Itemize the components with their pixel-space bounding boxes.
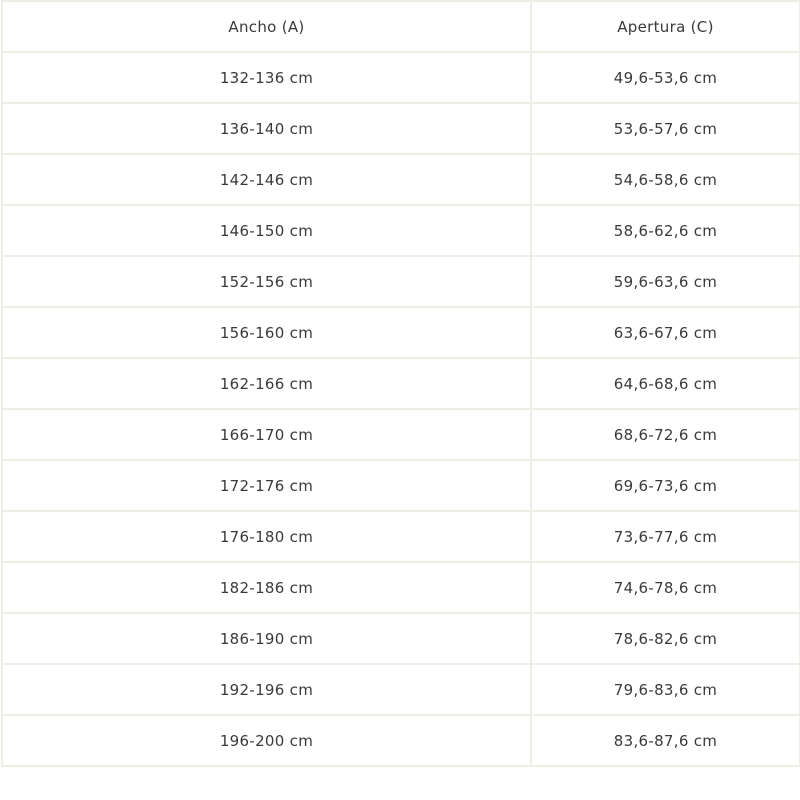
apertura-cell: 54,6-58,6 cm: [530, 153, 800, 206]
ancho-cell: 146-150 cm: [1, 204, 532, 257]
table-row: 152-156 cm 59,6-63,6 cm: [1, 255, 800, 308]
table-header-row: Ancho (A) Apertura (C): [1, 0, 800, 53]
table-row: 192-196 cm 79,6-83,6 cm: [1, 663, 800, 716]
table-row: 166-170 cm 68,6-72,6 cm: [1, 408, 800, 461]
table-row: 186-190 cm 78,6-82,6 cm: [1, 612, 800, 665]
apertura-cell: 73,6-77,6 cm: [530, 510, 800, 563]
table-body: 132-136 cm 49,6-53,6 cm 136-140 cm 53,6-57,…: [1, 51, 800, 767]
ancho-cell: 182-186 cm: [1, 561, 532, 614]
table-row: 146-150 cm 58,6-62,6 cm: [1, 204, 800, 257]
ancho-cell: 186-190 cm: [1, 612, 532, 665]
apertura-cell: 69,6-73,6 cm: [530, 459, 800, 512]
table-row: 132-136 cm 49,6-53,6 cm: [1, 51, 800, 104]
apertura-cell: 68,6-72,6 cm: [530, 408, 800, 461]
ancho-cell: 132-136 cm: [1, 51, 532, 104]
ancho-cell: 196-200 cm: [1, 714, 532, 767]
apertura-cell: 58,6-62,6 cm: [530, 204, 800, 257]
apertura-cell: 59,6-63,6 cm: [530, 255, 800, 308]
ancho-cell: 172-176 cm: [1, 459, 532, 512]
ancho-cell: 192-196 cm: [1, 663, 532, 716]
apertura-cell: 49,6-53,6 cm: [530, 51, 800, 104]
ancho-cell: 166-170 cm: [1, 408, 532, 461]
table-row: 136-140 cm 53,6-57,6 cm: [1, 102, 800, 155]
table-row: 176-180 cm 73,6-77,6 cm: [1, 510, 800, 563]
apertura-cell: 53,6-57,6 cm: [530, 102, 800, 155]
table-row: 156-160 cm 63,6-67,6 cm: [1, 306, 800, 359]
ancho-cell: 142-146 cm: [1, 153, 532, 206]
table-row: 142-146 cm 54,6-58,6 cm: [1, 153, 800, 206]
table-row: 182-186 cm 74,6-78,6 cm: [1, 561, 800, 614]
header-apertura: Apertura (C): [530, 0, 800, 53]
apertura-cell: 64,6-68,6 cm: [530, 357, 800, 410]
ancho-cell: 162-166 cm: [1, 357, 532, 410]
table-row: 162-166 cm 64,6-68,6 cm: [1, 357, 800, 410]
apertura-cell: 83,6-87,6 cm: [530, 714, 800, 767]
apertura-cell: 79,6-83,6 cm: [530, 663, 800, 716]
ancho-cell: 136-140 cm: [1, 102, 532, 155]
apertura-cell: 74,6-78,6 cm: [530, 561, 800, 614]
apertura-cell: 63,6-67,6 cm: [530, 306, 800, 359]
header-ancho: Ancho (A): [1, 0, 532, 53]
table-row: 196-200 cm 83,6-87,6 cm: [1, 714, 800, 767]
ancho-cell: 176-180 cm: [1, 510, 532, 563]
apertura-cell: 78,6-82,6 cm: [530, 612, 800, 665]
size-table: Ancho (A) Apertura (C) 132-136 cm 49,6-53…: [1, 0, 800, 767]
table-row: 172-176 cm 69,6-73,6 cm: [1, 459, 800, 512]
ancho-cell: 152-156 cm: [1, 255, 532, 308]
ancho-cell: 156-160 cm: [1, 306, 532, 359]
